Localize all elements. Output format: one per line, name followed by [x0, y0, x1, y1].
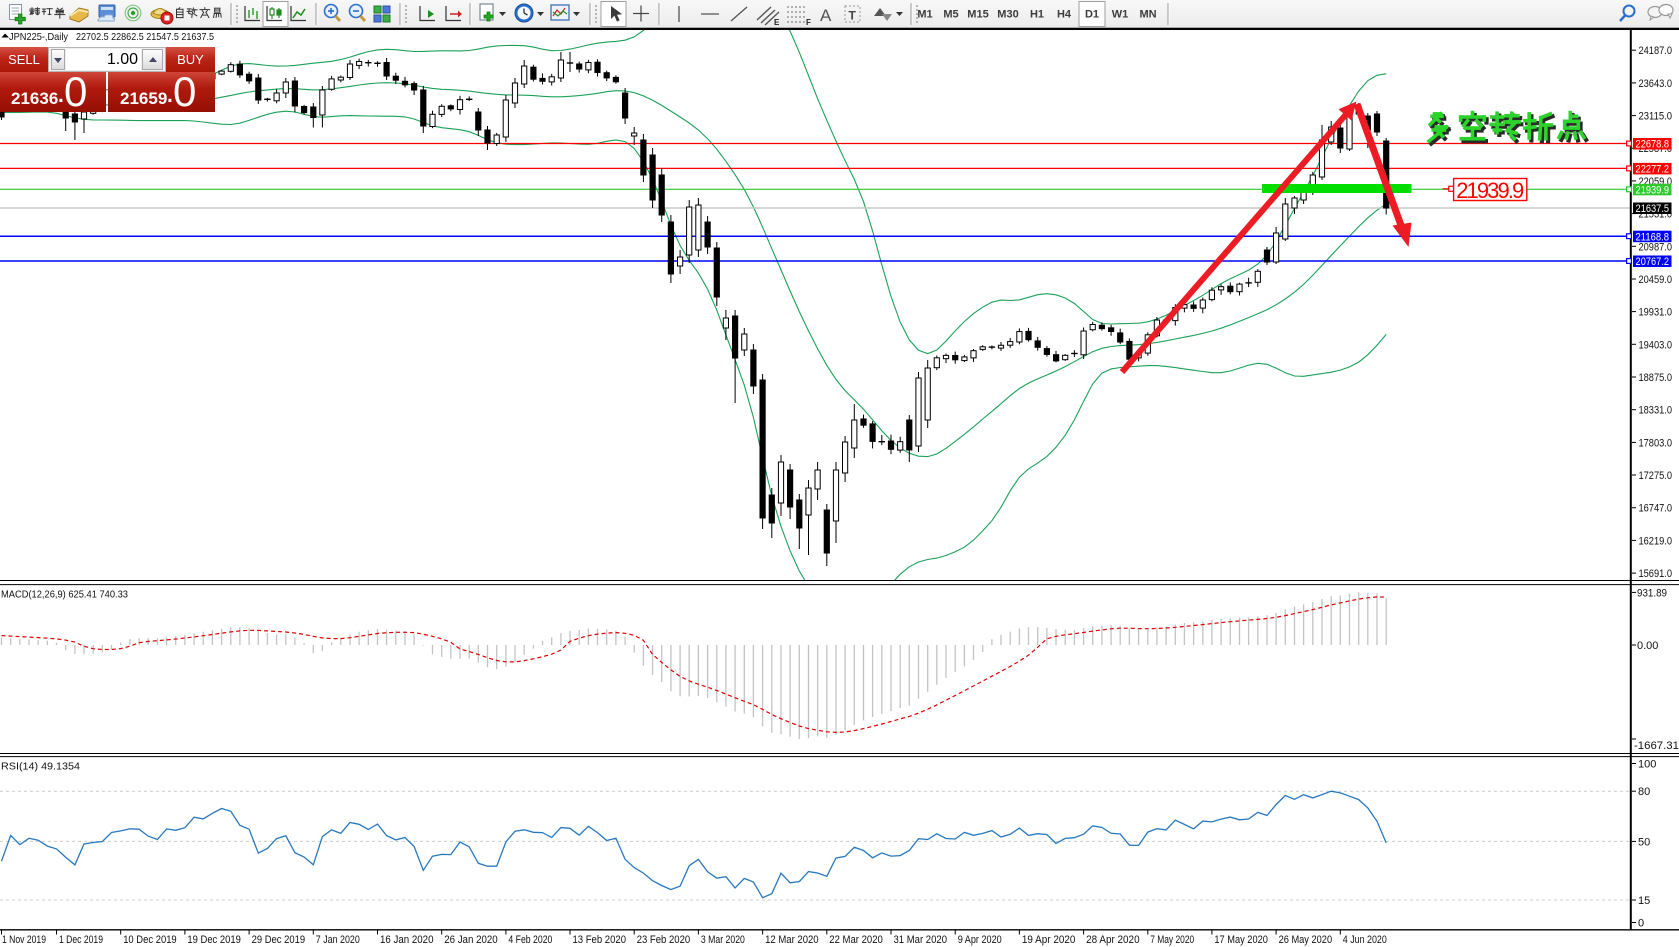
svg-text:17803.0: 17803.0: [1639, 437, 1673, 449]
svg-text:18875.0: 18875.0: [1639, 372, 1673, 384]
svg-text:E: E: [774, 18, 780, 27]
svg-text:20459.0: 20459.0: [1639, 274, 1673, 286]
svg-text:H1: H1: [1030, 9, 1044, 21]
svg-text:22702.5 22862.5 21547.5 21637.: 22702.5 22862.5 21547.5 21637.5: [76, 31, 214, 43]
svg-text:19403.0: 19403.0: [1639, 339, 1673, 351]
svg-text:M30: M30: [997, 9, 1018, 21]
svg-text:JPN225-,Daily: JPN225-,Daily: [9, 31, 69, 43]
svg-text:23 Feb 2020: 23 Feb 2020: [637, 934, 691, 946]
svg-text:A: A: [820, 6, 832, 25]
svg-text:M5: M5: [943, 9, 958, 21]
svg-text:26 May 2020: 26 May 2020: [1279, 934, 1333, 946]
svg-text:19 Dec 2019: 19 Dec 2019: [187, 934, 241, 946]
svg-text:50: 50: [1638, 836, 1650, 848]
svg-text:9 Apr 2020: 9 Apr 2020: [958, 934, 1002, 946]
svg-text:4 Feb 2020: 4 Feb 2020: [508, 934, 552, 946]
svg-text:16747.0: 16747.0: [1639, 503, 1673, 515]
svg-text:F: F: [806, 18, 811, 27]
svg-text:26 Jan 2020: 26 Jan 2020: [444, 934, 498, 946]
svg-text:1 Dec 2019: 1 Dec 2019: [59, 934, 103, 946]
svg-text:20987.0: 20987.0: [1639, 241, 1673, 253]
svg-text:15: 15: [1638, 895, 1650, 907]
svg-text:D1: D1: [1085, 9, 1099, 21]
svg-text:13 Feb 2020: 13 Feb 2020: [573, 934, 627, 946]
svg-text:4 Jun 2020: 4 Jun 2020: [1343, 934, 1387, 946]
svg-text:7 May 2020: 7 May 2020: [1150, 934, 1194, 946]
svg-text:T: T: [849, 9, 857, 23]
svg-text:17275.0: 17275.0: [1639, 470, 1673, 482]
svg-text:31 Mar 2020: 31 Mar 2020: [894, 934, 948, 946]
svg-text:1 Nov 2019: 1 Nov 2019: [2, 934, 46, 946]
svg-text:7 Jan 2020: 7 Jan 2020: [316, 934, 360, 946]
svg-text:MN: MN: [1139, 9, 1156, 21]
svg-text:21939.9: 21939.9: [1456, 178, 1524, 203]
svg-text:19 Apr 2020: 19 Apr 2020: [1022, 934, 1076, 946]
svg-text:M15: M15: [967, 9, 988, 21]
svg-text:21168.8: 21168.8: [1636, 231, 1670, 243]
svg-text:22 Mar 2020: 22 Mar 2020: [829, 934, 883, 946]
svg-text:0.00: 0.00: [1637, 640, 1658, 652]
svg-text:23643.0: 23643.0: [1639, 78, 1673, 90]
svg-text:21637.5: 21637.5: [1636, 203, 1670, 215]
svg-text:16219.0: 16219.0: [1639, 535, 1673, 547]
svg-text:12 Mar 2020: 12 Mar 2020: [765, 934, 819, 946]
svg-text:22678.8: 22678.8: [1636, 139, 1670, 151]
svg-text:3 Mar 2020: 3 Mar 2020: [701, 934, 745, 946]
svg-text:100: 100: [1638, 759, 1656, 771]
svg-text:H4: H4: [1057, 9, 1072, 21]
svg-text:M1: M1: [917, 9, 932, 21]
svg-text:23115.0: 23115.0: [1639, 111, 1673, 123]
svg-text:24187.0: 24187.0: [1639, 45, 1673, 57]
svg-text:W1: W1: [1112, 9, 1129, 21]
svg-text:16 Jan 2020: 16 Jan 2020: [380, 934, 434, 946]
svg-text:22277.2: 22277.2: [1636, 164, 1670, 176]
svg-text:17 May 2020: 17 May 2020: [1214, 934, 1268, 946]
svg-text:21939.9: 21939.9: [1636, 185, 1670, 197]
svg-text:29 Dec 2019: 29 Dec 2019: [252, 934, 306, 946]
svg-text:RSI(14) 49.1354: RSI(14) 49.1354: [1, 761, 80, 773]
svg-text:19931.0: 19931.0: [1639, 307, 1673, 319]
svg-text:28 Apr 2020: 28 Apr 2020: [1086, 934, 1140, 946]
svg-text:0: 0: [1638, 918, 1644, 930]
svg-text:-1667.31: -1667.31: [1634, 740, 1679, 752]
svg-text:10 Dec 2019: 10 Dec 2019: [123, 934, 177, 946]
svg-text:931.89: 931.89: [1637, 587, 1667, 599]
svg-text:MACD(12,26,9) 625.41 740.33: MACD(12,26,9) 625.41 740.33: [1, 589, 128, 601]
svg-text:18331.0: 18331.0: [1639, 405, 1673, 417]
svg-text:15691.0: 15691.0: [1639, 568, 1673, 580]
svg-text:80: 80: [1638, 786, 1650, 798]
svg-text:20767.2: 20767.2: [1636, 256, 1670, 268]
